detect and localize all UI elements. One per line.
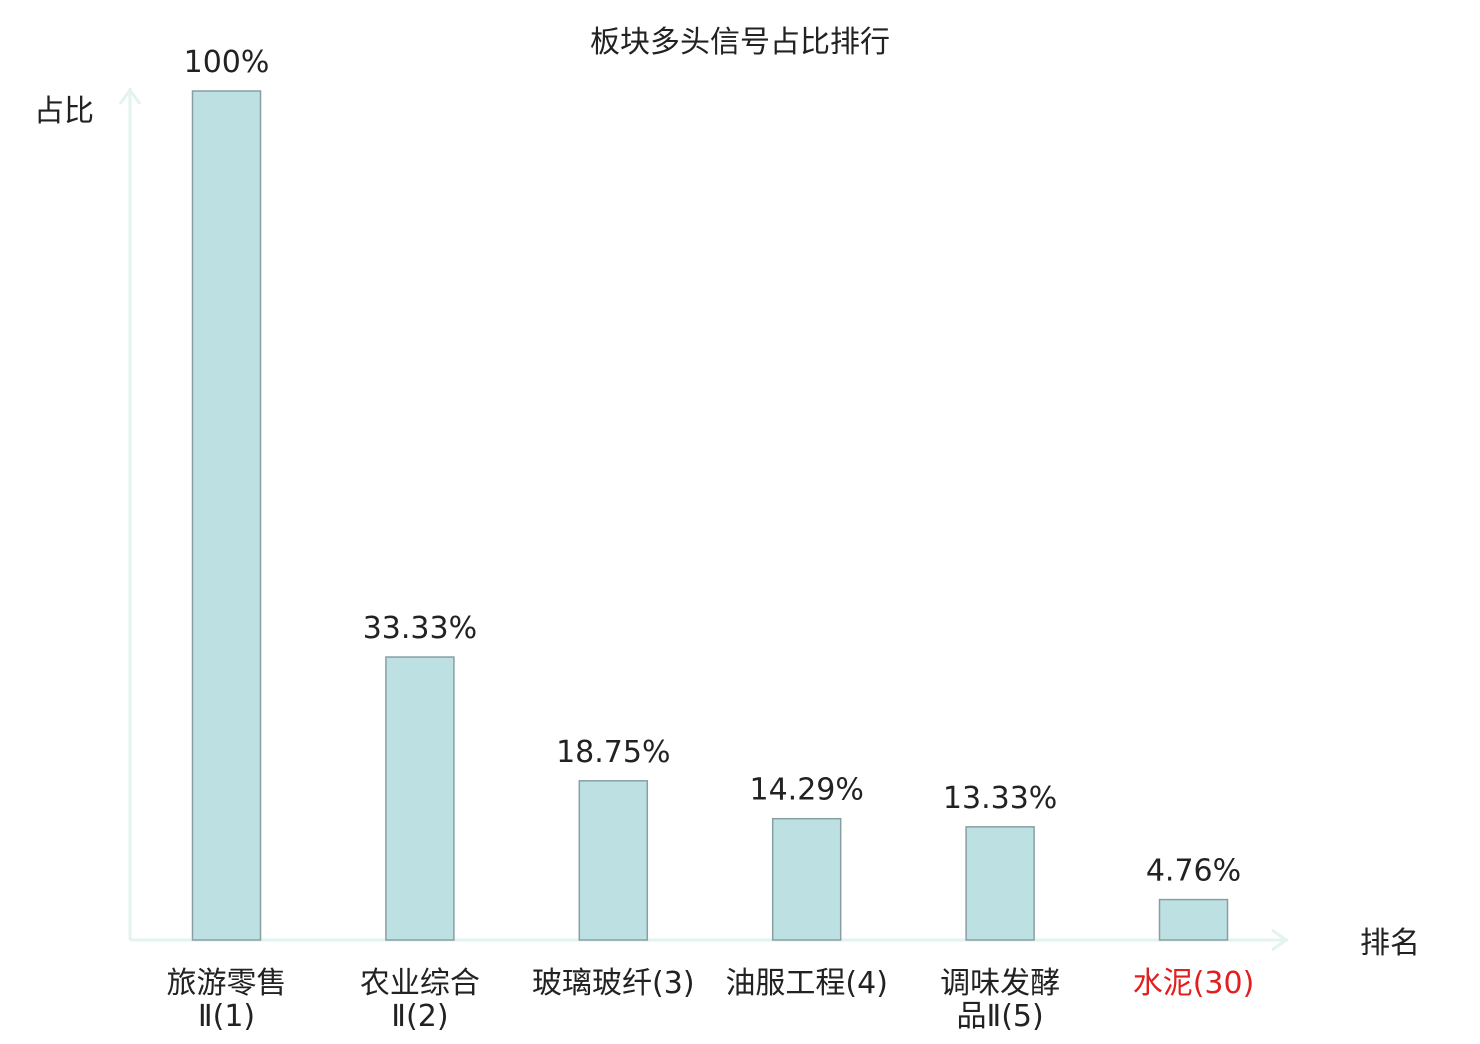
- bar: [965, 826, 1035, 941]
- bar-value-label: 4.76%: [1146, 854, 1241, 889]
- category-label: 玻璃玻纤(3): [532, 966, 695, 1001]
- category-label: 调味发酵: [940, 966, 1060, 1001]
- y-axis-arrow: [118, 88, 142, 105]
- category-sublabel: Ⅱ(2): [391, 999, 448, 1034]
- y-axis-label: 占比: [34, 94, 94, 129]
- bar-value-label: 100%: [184, 45, 270, 80]
- bar-value-label: 33.33%: [363, 611, 477, 646]
- bars-group: [191, 90, 1229, 941]
- x-axis-label: 排名: [1360, 926, 1420, 961]
- chart-title: 板块多头信号占比排行: [590, 25, 890, 60]
- bar: [1158, 898, 1229, 941]
- bar: [771, 817, 842, 941]
- value-labels-group: 100% 33.33% 18.75% 14.29% 13.33% 4.76%: [184, 45, 1242, 889]
- bar-value-label: 18.75%: [556, 735, 670, 770]
- category-label: 油服工程(4): [725, 966, 888, 1001]
- axes: [118, 88, 1288, 952]
- category-label: 旅游零售: [167, 966, 287, 1001]
- category-sublabel: 品Ⅱ(5): [956, 999, 1043, 1034]
- category-label: 水泥(30): [1133, 966, 1255, 1001]
- x-axis-arrow: [1271, 928, 1288, 952]
- bar-value-label: 13.33%: [943, 781, 1057, 816]
- bar-value-label: 14.29%: [750, 773, 864, 808]
- category-sublabel: Ⅱ(1): [198, 999, 255, 1034]
- bar: [385, 656, 455, 941]
- category-label: 农业综合: [360, 966, 480, 1001]
- bar: [578, 780, 649, 941]
- bar: [191, 90, 262, 941]
